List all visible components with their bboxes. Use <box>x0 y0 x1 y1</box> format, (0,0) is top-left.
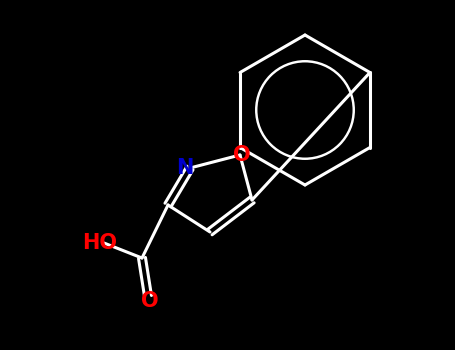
Text: O: O <box>233 145 251 165</box>
Text: HO: HO <box>82 233 117 253</box>
Text: N: N <box>177 158 194 178</box>
Text: O: O <box>141 291 159 311</box>
